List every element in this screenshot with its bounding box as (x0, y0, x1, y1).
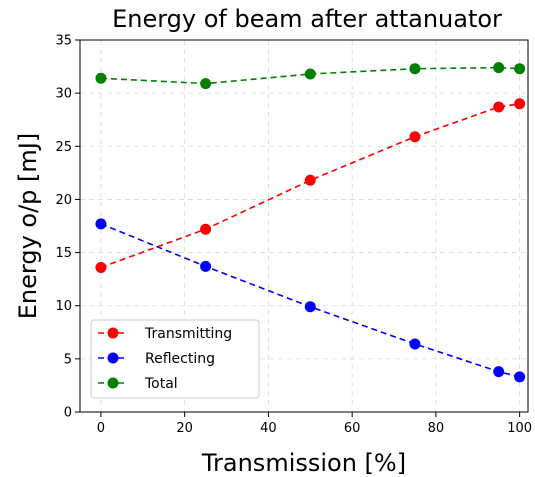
y-tick-label: 35 (55, 34, 72, 49)
y-axis-title: Energy o/p [mJ] (14, 133, 42, 319)
legend-item: Transmitting (98, 326, 232, 342)
series-total (95, 62, 526, 90)
x-tick-label: 0 (97, 421, 105, 436)
legend-item: Total (98, 376, 178, 392)
data-point (304, 68, 316, 80)
data-point (409, 338, 421, 350)
data-point (95, 218, 107, 230)
legend-marker (107, 327, 119, 339)
chart-title: Energy of beam after attanuator (112, 5, 502, 33)
x-tick-label: 60 (344, 421, 361, 436)
legend-marker (107, 352, 119, 364)
data-point (514, 63, 526, 75)
x-tick-label: 40 (260, 421, 277, 436)
data-point (514, 371, 526, 383)
plot-frame (79, 39, 529, 413)
x-tick-label: 100 (507, 421, 532, 436)
data-point (95, 261, 107, 273)
series-line (100, 223, 520, 378)
y-tick-label: 5 (64, 352, 72, 367)
x-tick-label: 80 (428, 421, 445, 436)
y-tick-label: 0 (64, 406, 72, 421)
legend-item: Reflecting (98, 351, 215, 367)
legend-label: Total (144, 376, 178, 392)
y-tick-label: 20 (55, 193, 72, 208)
series-transmitting (95, 98, 526, 273)
legend-label: Transmitting (144, 326, 232, 342)
y-tick-label: 25 (55, 140, 72, 155)
data-point (514, 98, 526, 110)
data-point (304, 174, 316, 186)
legend-box (90, 319, 260, 399)
data-point (304, 301, 316, 313)
legend: Transmitting Reflecting Total (90, 319, 260, 399)
x-axis-title: Transmission [%] (201, 449, 406, 477)
data-point (409, 63, 421, 75)
data-point (493, 366, 505, 378)
data-point (493, 62, 505, 74)
data-point (200, 78, 212, 90)
data-point (200, 223, 212, 235)
y-tick-label: 30 (55, 87, 72, 102)
data-point (409, 131, 421, 143)
y-tick-label: 10 (55, 299, 72, 314)
y-tick-label: 15 (55, 246, 72, 261)
axis-ticks: 0 20 40 60 80 100 0 5 10 15 20 25 30 35 (55, 34, 532, 437)
x-tick-label: 20 (176, 421, 193, 436)
data-point (493, 101, 505, 113)
data-point (200, 260, 212, 272)
series-reflecting (95, 218, 526, 383)
plot-series (95, 62, 526, 383)
legend-label: Reflecting (145, 351, 215, 367)
data-point (95, 72, 107, 84)
legend-marker (107, 377, 119, 389)
